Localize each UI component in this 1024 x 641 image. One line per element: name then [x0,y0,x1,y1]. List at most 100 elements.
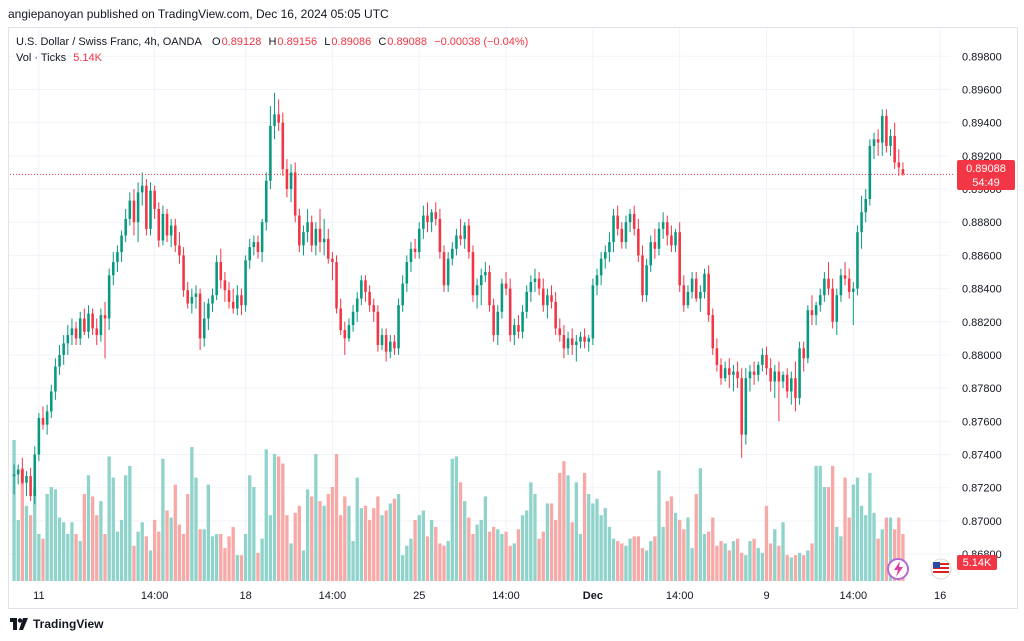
volume-bar [425,536,430,581]
candle-body [554,301,557,329]
price-tick-label: 0.87400 [962,450,1002,462]
time-tick-label: 11 [33,590,44,602]
candle-body [99,315,103,336]
candle-body [827,278,830,289]
candle-body [690,278,694,292]
candle-body [227,290,231,302]
volume-bar [161,458,165,581]
volume-bar [806,550,810,581]
volume-label[interactable]: Vol · Ticks [16,52,67,64]
candle-body [422,215,425,229]
candle-body [831,288,834,322]
volume-bar [868,472,872,581]
candle-body [211,295,214,304]
volume-bar [124,475,128,581]
price-tick-label: 0.89600 [962,84,1002,96]
candle-body [364,280,367,292]
volume-bar [351,541,355,581]
candle-body [165,213,169,236]
volume-bar [698,468,703,581]
chart-frame[interactable] [8,27,1018,609]
candle-body [16,469,20,475]
volume-bar [611,538,616,581]
volume-bar [491,526,496,581]
volume-bar [851,484,855,581]
candle-body [901,169,905,175]
high-label: H [268,36,277,48]
candle-body [405,262,409,284]
volume-bar [471,534,475,581]
volume-bar [901,534,905,581]
lightning-bolt-icon [894,561,903,577]
volume-bar [214,534,219,581]
candle-body [674,232,677,246]
symbol-name[interactable]: U.S. Dollar / Swiss Franc, 4h, OANDA [16,36,202,48]
candle-body [835,295,839,322]
candle-body [802,348,805,359]
bar-countdown: 54:49 [972,177,1000,189]
candle-body [868,145,872,199]
candle-body [641,255,644,296]
volume-bar [562,461,566,581]
candle-body [682,285,686,306]
candle-body [624,222,628,243]
volume-bar [620,543,624,581]
volume-bar [347,505,351,581]
volume-bar [223,548,227,581]
volume-bar [458,482,463,581]
candle-body [231,301,235,309]
volume-bar [334,454,339,581]
volume-bar [297,505,301,581]
candle-body [479,275,483,286]
candle-body [442,252,446,286]
candle-body [58,354,61,367]
volume-bar [864,515,868,581]
candle-body [823,278,826,296]
tradingview-logo[interactable]: TradingView [10,617,103,631]
candle-body [719,364,723,379]
candle-body [107,275,111,319]
publisher-line: angiepanoyan published on TradingView.co… [8,7,389,21]
volume-bar [210,536,215,581]
candle-body [322,238,326,243]
candle-body [711,315,715,349]
volume-bar [624,545,628,581]
volume-bar [239,555,244,581]
candle-body [463,225,466,239]
volume-bar [248,475,252,581]
candle-body [744,378,748,435]
candle-body [521,311,524,332]
volume-bar [293,512,297,581]
candle-body [575,341,578,346]
candle-body [781,374,785,382]
last-price-tag [957,160,1015,190]
volume-bar [111,477,115,581]
candle-body [331,258,334,263]
volume-bar [632,536,636,581]
candle-body [562,335,566,349]
volume-bar [429,519,434,581]
volume-bar [181,534,186,581]
volume-bar [260,538,264,581]
candle-body [570,338,574,346]
candle-body [773,371,777,382]
candle-body [513,325,516,336]
volume-bar [719,541,723,581]
flag-stripe [933,563,949,565]
price-axis: 0.898000.896000.894000.892000.890000.888… [962,51,1002,561]
volume-value: 5.14K [73,52,102,64]
candle-body [285,169,289,190]
candle-body [215,262,218,296]
candle-body [852,288,855,292]
candle-body [860,212,863,233]
candle-body [318,228,322,243]
candle-body [645,265,648,296]
volume-bar [876,538,880,581]
open-value: 0.89128 [221,36,262,48]
volume-bar [897,517,901,581]
time-tick-label: 14:00 [840,590,868,602]
price-tick-label: 0.88400 [962,284,1002,296]
volume-bar [277,456,281,581]
candle-body [632,213,636,229]
